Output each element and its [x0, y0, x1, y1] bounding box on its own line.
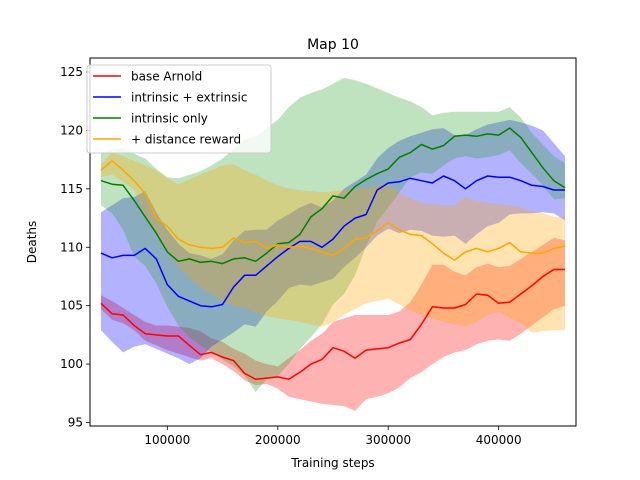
confidence-bands	[101, 77, 565, 411]
x-tick-label: 400000	[476, 433, 522, 447]
series-lines	[100, 127, 566, 381]
x-tick-label: 300000	[365, 433, 411, 447]
line-intrinsic-only	[100, 127, 566, 265]
y-tick-label: 95	[68, 415, 83, 429]
y-tick-label: 125	[60, 65, 83, 79]
line-distance-reward	[100, 160, 566, 261]
x-axis-ticks: 100000 200000 300000 400000	[144, 426, 522, 447]
y-tick-label: 110	[60, 240, 83, 254]
y-axis-label: Deaths	[25, 221, 39, 264]
band-intrinsic-extrinsic	[101, 119, 565, 365]
line-intrinsic-extrinsic	[100, 175, 565, 308]
band-base-arnold	[101, 237, 565, 411]
x-axis-label: Training steps	[290, 456, 374, 470]
y-tick-label: 100	[60, 357, 83, 371]
y-tick-label: 120	[60, 123, 83, 137]
legend-box	[86, 64, 272, 154]
legend-label-distance-reward: + distance reward	[131, 133, 241, 147]
chart-title: Map 10	[307, 37, 359, 53]
x-tick-label: 100000	[144, 433, 190, 447]
band-intrinsic-only	[101, 77, 565, 393]
legend: base Arnold intrinsic + extrinsic intrinsi…	[86, 64, 272, 154]
plot-frame	[89, 57, 577, 427]
x-tick-label: 200000	[255, 433, 301, 447]
band-distance-reward	[101, 152, 565, 333]
legend-label-intrinsic-only: intrinsic only	[131, 112, 208, 126]
y-tick-label: 105	[60, 299, 83, 313]
line-base-arnold	[100, 268, 565, 381]
y-axis-ticks: 95 100 105 110 115 120 125	[60, 65, 90, 429]
y-tick-label: 115	[60, 182, 83, 196]
legend-label-base-arnold: base Arnold	[131, 70, 202, 84]
legend-label-intrinsic-extrinsic: intrinsic + extrinsic	[131, 91, 247, 105]
